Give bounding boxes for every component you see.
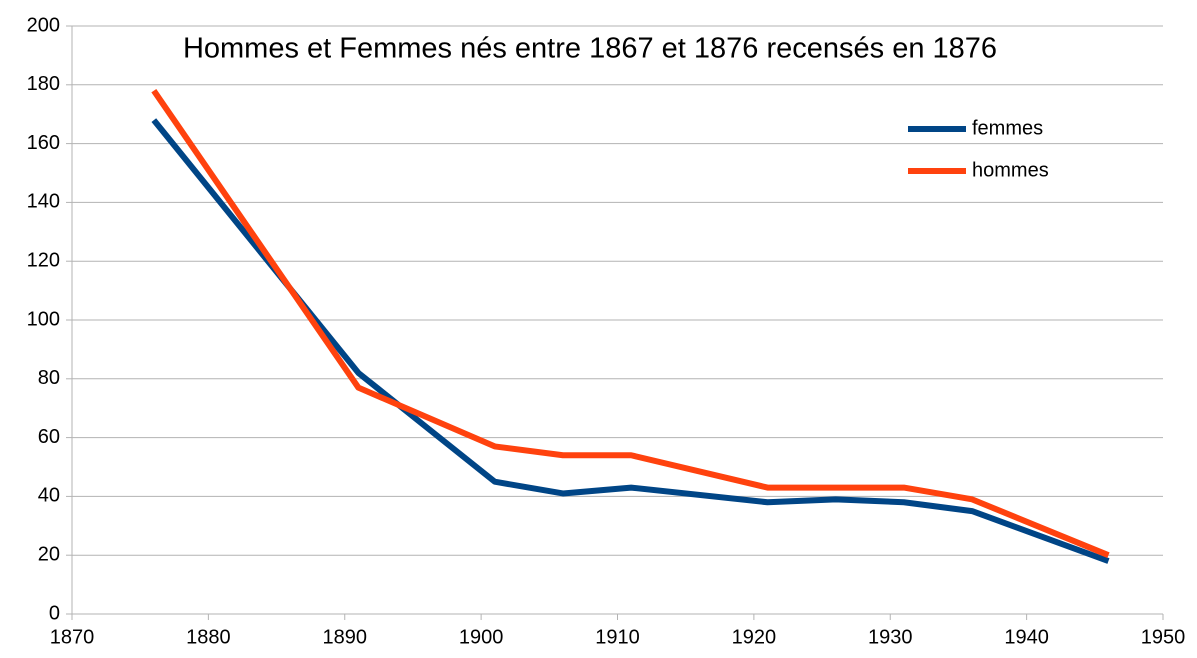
y-tick-label: 0 — [49, 602, 60, 624]
y-tick-label: 100 — [27, 308, 60, 330]
y-tick-label: 120 — [27, 249, 60, 271]
legend-label: hommes — [972, 159, 1049, 181]
chart-title: Hommes et Femmes nés entre 1867 et 1876 … — [183, 33, 997, 65]
legend-label: femmes — [972, 117, 1043, 139]
y-tick-label: 60 — [38, 426, 60, 448]
y-tick-label: 140 — [27, 191, 60, 213]
x-tick-label: 1880 — [186, 626, 231, 648]
y-tick-label: 200 — [27, 14, 60, 36]
y-tick-label: 180 — [27, 73, 60, 95]
x-tick-label: 1920 — [732, 626, 777, 648]
x-tick-label: 1950 — [1141, 626, 1186, 648]
x-tick-label: 1940 — [1004, 626, 1049, 648]
x-tick-label: 1900 — [459, 626, 504, 648]
x-tick-label: 1910 — [595, 626, 640, 648]
series-line — [151, 118, 1110, 564]
y-tick-label: 20 — [38, 543, 60, 565]
y-tick-label: 160 — [27, 132, 60, 154]
series-line — [151, 88, 1110, 558]
y-tick-label: 40 — [38, 485, 60, 507]
x-tick-label: 1890 — [323, 626, 368, 648]
y-tick-label: 80 — [38, 367, 60, 389]
x-tick-label: 1930 — [868, 626, 913, 648]
x-tick-label: 1870 — [50, 626, 95, 648]
